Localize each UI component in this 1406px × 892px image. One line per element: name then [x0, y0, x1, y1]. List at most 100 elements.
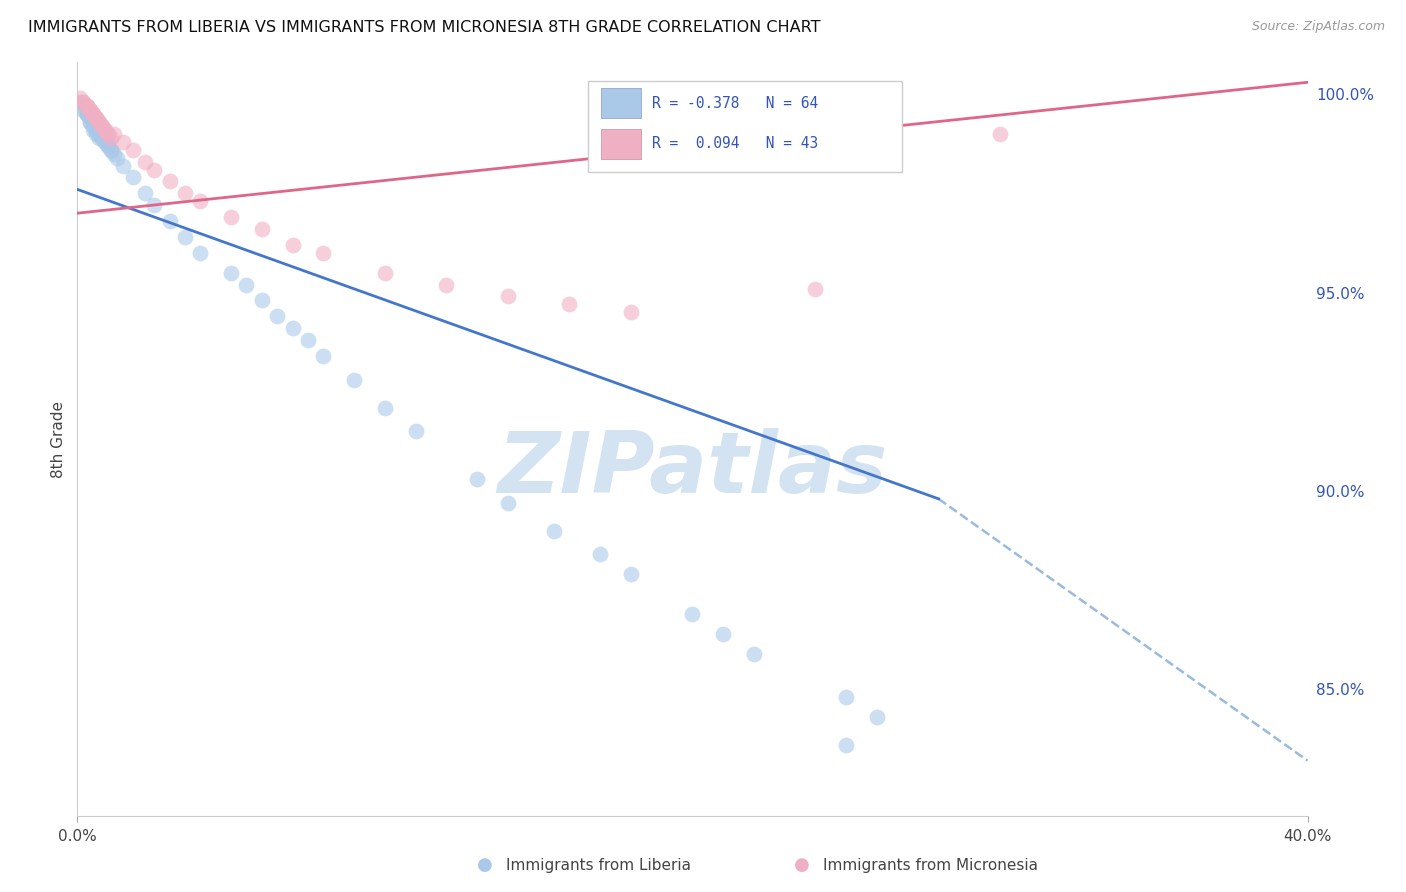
Point [87, 115, 110, 129]
Point [174, 186, 197, 201]
Point [72, 95, 94, 109]
Point [76, 99, 98, 113]
Point [405, 425, 427, 439]
Point [266, 310, 288, 324]
Point [374, 401, 396, 415]
Point [589, 547, 612, 561]
Point [250, 293, 273, 308]
Point [620, 567, 643, 582]
Point [281, 238, 304, 252]
Point [188, 245, 212, 260]
Point [94, 123, 117, 137]
Point [97, 127, 120, 141]
Point [97, 135, 120, 149]
FancyBboxPatch shape [602, 88, 641, 119]
Point [121, 170, 143, 185]
Point [76, 99, 98, 113]
Point [79, 115, 101, 129]
Point [79, 103, 101, 117]
Point [79, 103, 101, 117]
Point [465, 472, 488, 486]
Point [79, 103, 101, 117]
Point [84, 111, 107, 125]
Point [134, 154, 156, 169]
Point [84, 127, 107, 141]
Text: R = -0.378   N = 64: R = -0.378 N = 64 [652, 95, 818, 111]
Text: ●: ● [477, 856, 494, 874]
Point [235, 277, 257, 292]
Point [866, 710, 889, 724]
Point [250, 222, 273, 236]
Point [72, 99, 94, 113]
Text: Immigrants from Liberia: Immigrants from Liberia [506, 858, 692, 872]
Point [103, 146, 125, 161]
Point [343, 373, 366, 387]
Point [219, 266, 242, 280]
Point [682, 607, 704, 621]
FancyBboxPatch shape [602, 128, 641, 159]
Point [82, 115, 104, 129]
Point [159, 174, 181, 188]
Point [496, 289, 519, 303]
Point [79, 111, 101, 125]
Point [742, 647, 765, 661]
Point [76, 103, 98, 117]
Point [112, 135, 135, 149]
Point [76, 107, 98, 121]
Point [84, 111, 107, 125]
Text: Source: ZipAtlas.com: Source: ZipAtlas.com [1251, 20, 1385, 33]
Point [82, 107, 104, 121]
Point [219, 210, 242, 224]
Point [97, 127, 120, 141]
Point [100, 143, 122, 157]
Point [988, 127, 1011, 141]
Point [174, 230, 197, 244]
Point [121, 143, 143, 157]
FancyBboxPatch shape [588, 81, 901, 172]
Point [69, 95, 91, 109]
Point [84, 123, 107, 137]
Point [69, 91, 91, 105]
Point [82, 107, 104, 121]
Point [835, 690, 858, 705]
Point [94, 135, 117, 149]
Text: IMMIGRANTS FROM LIBERIA VS IMMIGRANTS FROM MICRONESIA 8TH GRADE CORRELATION CHAR: IMMIGRANTS FROM LIBERIA VS IMMIGRANTS FR… [28, 20, 821, 35]
Point [72, 103, 94, 117]
Point [100, 143, 122, 157]
Point [620, 305, 643, 319]
Point [82, 123, 104, 137]
Point [543, 524, 565, 538]
Point [87, 123, 110, 137]
Point [82, 115, 104, 129]
Point [76, 99, 98, 113]
Point [84, 111, 107, 125]
Point [374, 266, 396, 280]
Point [90, 119, 114, 133]
Point [143, 162, 166, 177]
Point [90, 119, 114, 133]
Point [90, 131, 114, 145]
Point [76, 107, 98, 121]
Point [143, 198, 166, 212]
Point [297, 333, 319, 347]
Text: Immigrants from Micronesia: Immigrants from Micronesia [823, 858, 1038, 872]
Point [711, 626, 734, 640]
Point [281, 321, 304, 335]
Point [72, 95, 94, 109]
Text: ZIPatlas: ZIPatlas [498, 428, 887, 511]
Point [436, 277, 458, 292]
Point [87, 115, 110, 129]
Point [84, 119, 107, 133]
Point [94, 123, 117, 137]
Text: ●: ● [793, 856, 810, 874]
Point [90, 131, 114, 145]
Point [76, 107, 98, 121]
Point [94, 135, 117, 149]
Point [105, 151, 128, 165]
Point [134, 186, 156, 201]
Point [112, 159, 135, 173]
Point [97, 138, 120, 153]
Point [82, 107, 104, 121]
Point [84, 123, 107, 137]
Y-axis label: 8th Grade: 8th Grade [51, 401, 66, 478]
